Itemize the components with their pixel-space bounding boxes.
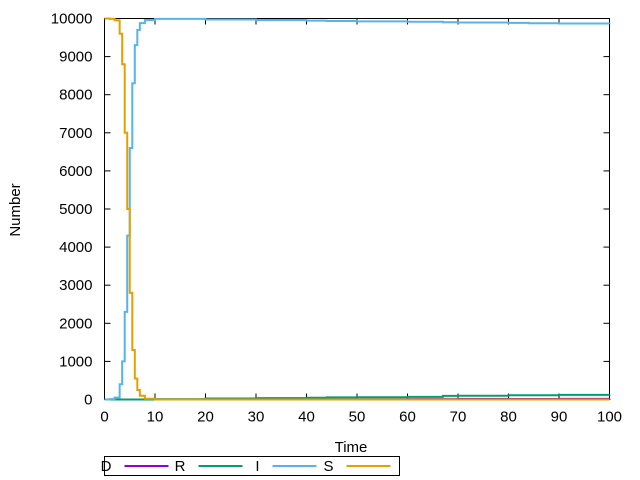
y-tick-label: 2000 <box>59 315 92 332</box>
y-tick-label: 1000 <box>59 353 92 370</box>
legend-label-s: S <box>323 458 333 475</box>
y-tick-label: 9000 <box>59 49 92 66</box>
axis-ticks: 0 10 20 30 40 50 60 70 80 90 100010002000300040005… <box>51 11 622 426</box>
series-layer <box>104 17 611 401</box>
x-tick-label: 100 <box>597 409 622 426</box>
x-tick-label: 80 <box>500 409 517 426</box>
y-axis-label: Number <box>7 183 24 236</box>
x-tick-label: 50 <box>349 409 366 426</box>
y-tick-label: 0 <box>84 392 92 409</box>
x-tick-label: 70 <box>450 409 467 426</box>
y-tick-label: 3000 <box>59 277 92 294</box>
y-tick-label: 4000 <box>59 239 92 256</box>
series-line-s <box>104 17 610 401</box>
x-tick-label: 30 <box>248 409 265 426</box>
y-tick-label: 5000 <box>59 201 92 218</box>
x-tick-label: 10 <box>147 409 164 426</box>
x-axis-label: Time <box>335 439 368 456</box>
legend-label-i: I <box>255 458 259 475</box>
y-tick-label: 10000 <box>51 11 93 28</box>
y-tick-label: 6000 <box>59 163 92 180</box>
y-tick-label: 8000 <box>59 87 92 104</box>
x-tick-label: 90 <box>551 409 568 426</box>
y-tick-label: 7000 <box>59 125 92 142</box>
series-line-i <box>104 17 611 401</box>
x-tick-label: 60 <box>399 409 416 426</box>
x-tick-label: 40 <box>298 409 315 426</box>
legend-label-d: D <box>101 458 112 475</box>
plot-frame <box>104 18 610 400</box>
x-tick-label: 20 <box>197 409 214 426</box>
legend-label-r: R <box>175 458 186 475</box>
legend-box <box>104 456 400 476</box>
x-tick-label: 0 <box>100 409 108 426</box>
